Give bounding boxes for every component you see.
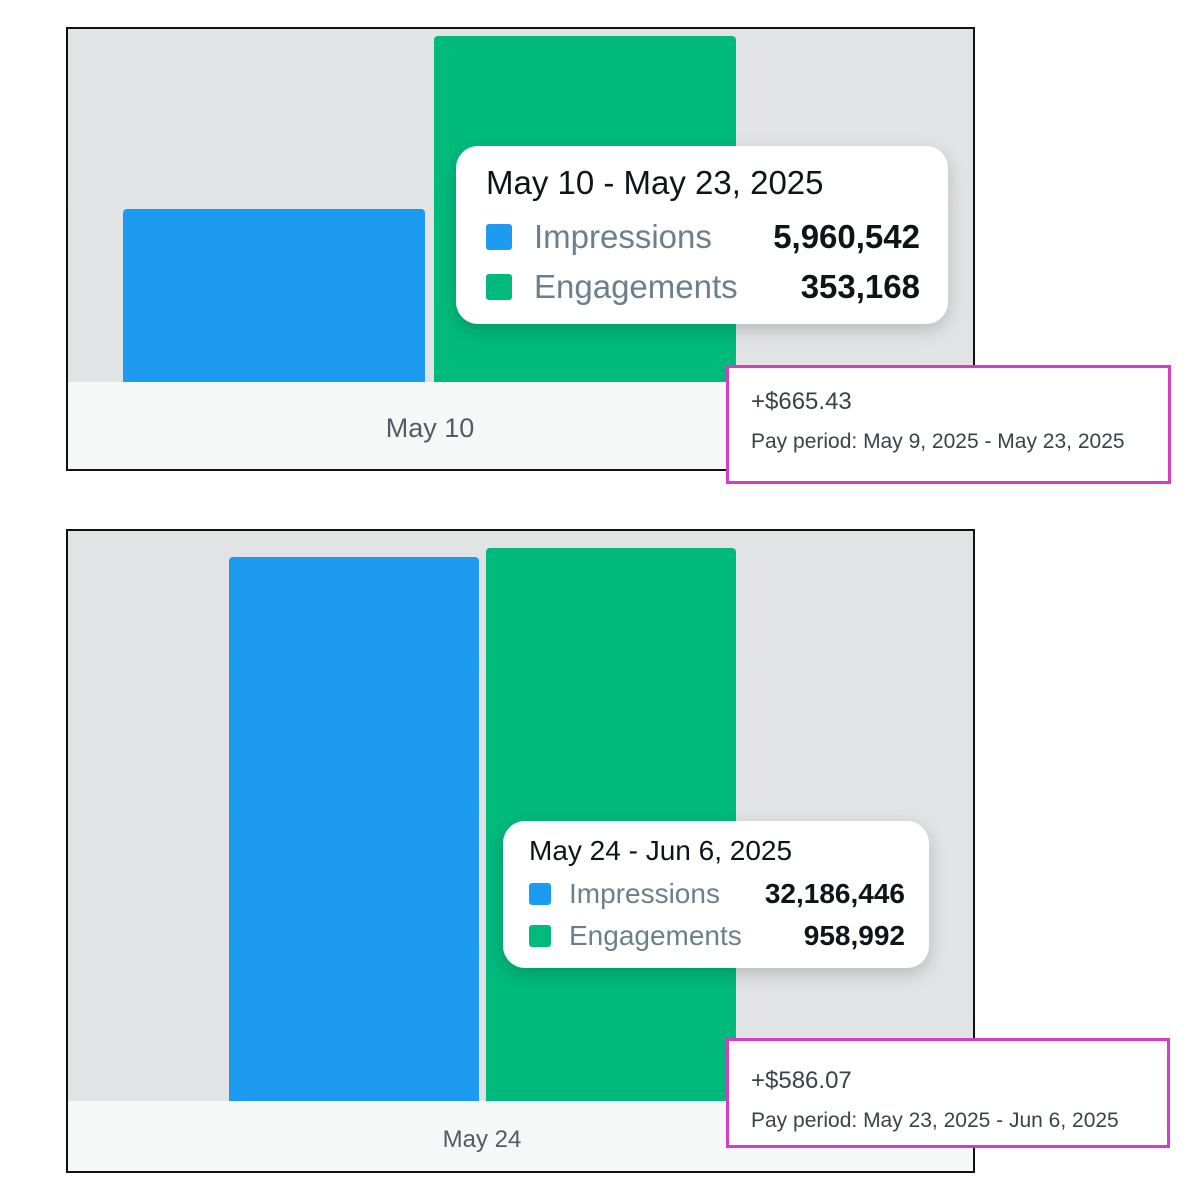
plot-area-2 [68,531,973,1101]
tooltip-label: Impressions [534,218,712,255]
tooltip-may-24: May 24 - Jun 6, 2025 Impressions 32,186,… [503,821,929,968]
payout-amount: +$586.07 [751,1067,852,1094]
tooltip-value: 32,186,446 [764,878,905,909]
tooltip-value: 353,168 [800,268,920,305]
payout-amount: +$665.43 [751,388,852,415]
tooltip-row-engagements: Engagements 353,168 [486,262,920,312]
engagements-legend-swatch [486,274,512,300]
impressions-legend-swatch [529,883,551,905]
engagements-legend-swatch [529,925,551,947]
x-tick-label-may-10: May 10 [385,413,475,443]
tooltip-value: 958,992 [803,920,905,951]
impressions-bar-may-10[interactable] [123,209,425,382]
impressions-bar-may-24[interactable] [229,557,479,1101]
tooltip-row-impressions: Impressions 32,186,446 [529,873,905,915]
impressions-legend-swatch [486,224,512,250]
tooltip-value: 5,960,542 [773,218,920,255]
payout-callout-2: +$586.07 Pay period: May 23, 2025 - Jun … [726,1038,1170,1148]
tooltip-label: Engagements [534,268,738,305]
tooltip-row-impressions: Impressions 5,960,542 [486,212,920,262]
tooltip-title: May 10 - May 23, 2025 [486,164,824,201]
payout-callout-1: +$665.43 Pay period: May 9, 2025 - May 2… [726,365,1171,484]
tooltip-label: Engagements [569,920,742,951]
tooltip-label: Impressions [569,878,720,909]
pay-period: Pay period: May 23, 2025 - Jun 6, 2025 [751,1109,1119,1132]
tooltip-row-engagements: Engagements 958,992 [529,915,905,957]
tooltip-may-10: May 10 - May 23, 2025 Impressions 5,960,… [456,146,948,324]
pay-period: Pay period: May 9, 2025 - May 23, 2025 [751,430,1125,453]
tooltip-title: May 24 - Jun 6, 2025 [529,835,793,866]
x-tick-label-may-24: May 24 [442,1126,522,1153]
